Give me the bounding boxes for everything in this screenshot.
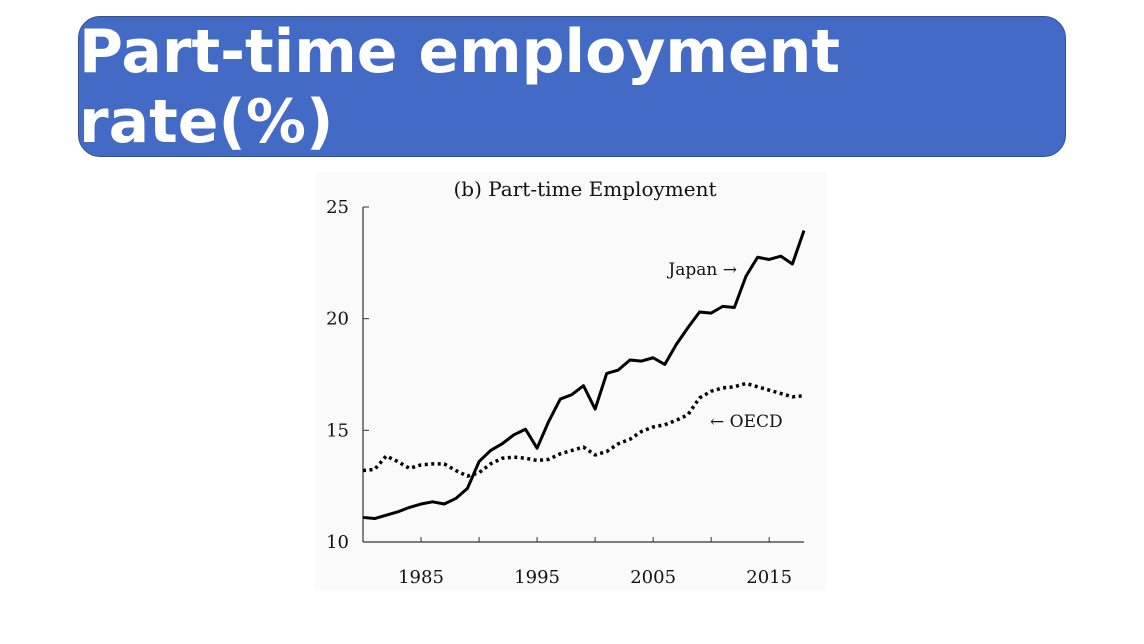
x-tick-label: 1985: [398, 567, 444, 588]
series-oecd-line: [362, 381, 805, 478]
japan-label: Japan →: [666, 260, 737, 280]
y-tick-label: 15: [326, 420, 349, 441]
chart-area: [315, 172, 827, 590]
y-tick-label: 10: [326, 532, 349, 553]
y-tick-label: 20: [326, 309, 349, 330]
series-japan-line: [362, 229, 806, 521]
y-tick-label: 25: [326, 197, 349, 218]
oecd-label: ← OECD: [710, 412, 783, 432]
x-tick-label: 2015: [746, 567, 792, 588]
x-tick-label: 2005: [630, 567, 676, 588]
slide-title-banner: Part-time employment rate(%): [78, 16, 1066, 157]
chart-title: (b) Part-time Employment: [453, 177, 716, 201]
x-tick-label: 1995: [514, 567, 560, 588]
slide-title: Part-time employment rate(%): [79, 16, 841, 157]
